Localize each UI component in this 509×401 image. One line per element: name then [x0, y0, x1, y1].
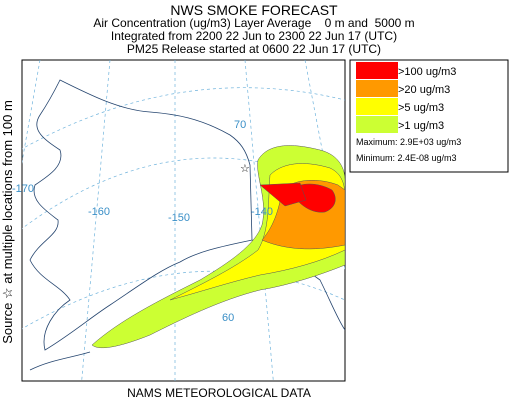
legend-label: >20 ug/m3	[398, 84, 450, 96]
source-label: Source ☆ at multiple locations from 100 …	[0, 100, 15, 344]
legend-swatch	[356, 62, 398, 79]
longitude-label: -170	[12, 183, 34, 195]
footer: NAMS METEOROLOGICAL DATA	[127, 386, 311, 400]
latitude-label: 70	[234, 119, 246, 131]
subtitle: Air Concentration (ug/m3) Layer Average …	[93, 16, 414, 30]
legend-label: >100 ug/m3	[398, 66, 456, 78]
longitude-label: -160	[88, 206, 110, 218]
longitude-label: -140	[251, 206, 273, 218]
map-area: ☆ -170 -160 -150 -140 70 60	[12, 59, 346, 382]
legend-swatch	[356, 116, 398, 133]
svg-text:☆: ☆	[240, 163, 250, 175]
latitude-label: 60	[222, 312, 234, 324]
minimum: Minimum: 2.4E-08 ug/m3	[356, 153, 457, 163]
longitude-label: -150	[168, 212, 190, 224]
subtitle: PM25 Release started at 0600 22 Jun 17 (…	[127, 42, 381, 56]
subtitle: Integrated from 2200 22 Jun to 2300 22 J…	[111, 29, 397, 43]
title: NWS SMOKE FORECAST	[170, 2, 338, 18]
legend: >100 ug/m3 >20 ug/m3 >5 ug/m3 >1 ug/m3 Maxi…	[349, 59, 509, 173]
legend-swatch	[356, 98, 398, 115]
legend-label: >1 ug/m3	[398, 120, 444, 132]
legend-swatch	[356, 80, 398, 97]
maximum: Maximum: 2.9E+03 ug/m3	[356, 137, 461, 147]
legend-label: >5 ug/m3	[398, 102, 444, 114]
